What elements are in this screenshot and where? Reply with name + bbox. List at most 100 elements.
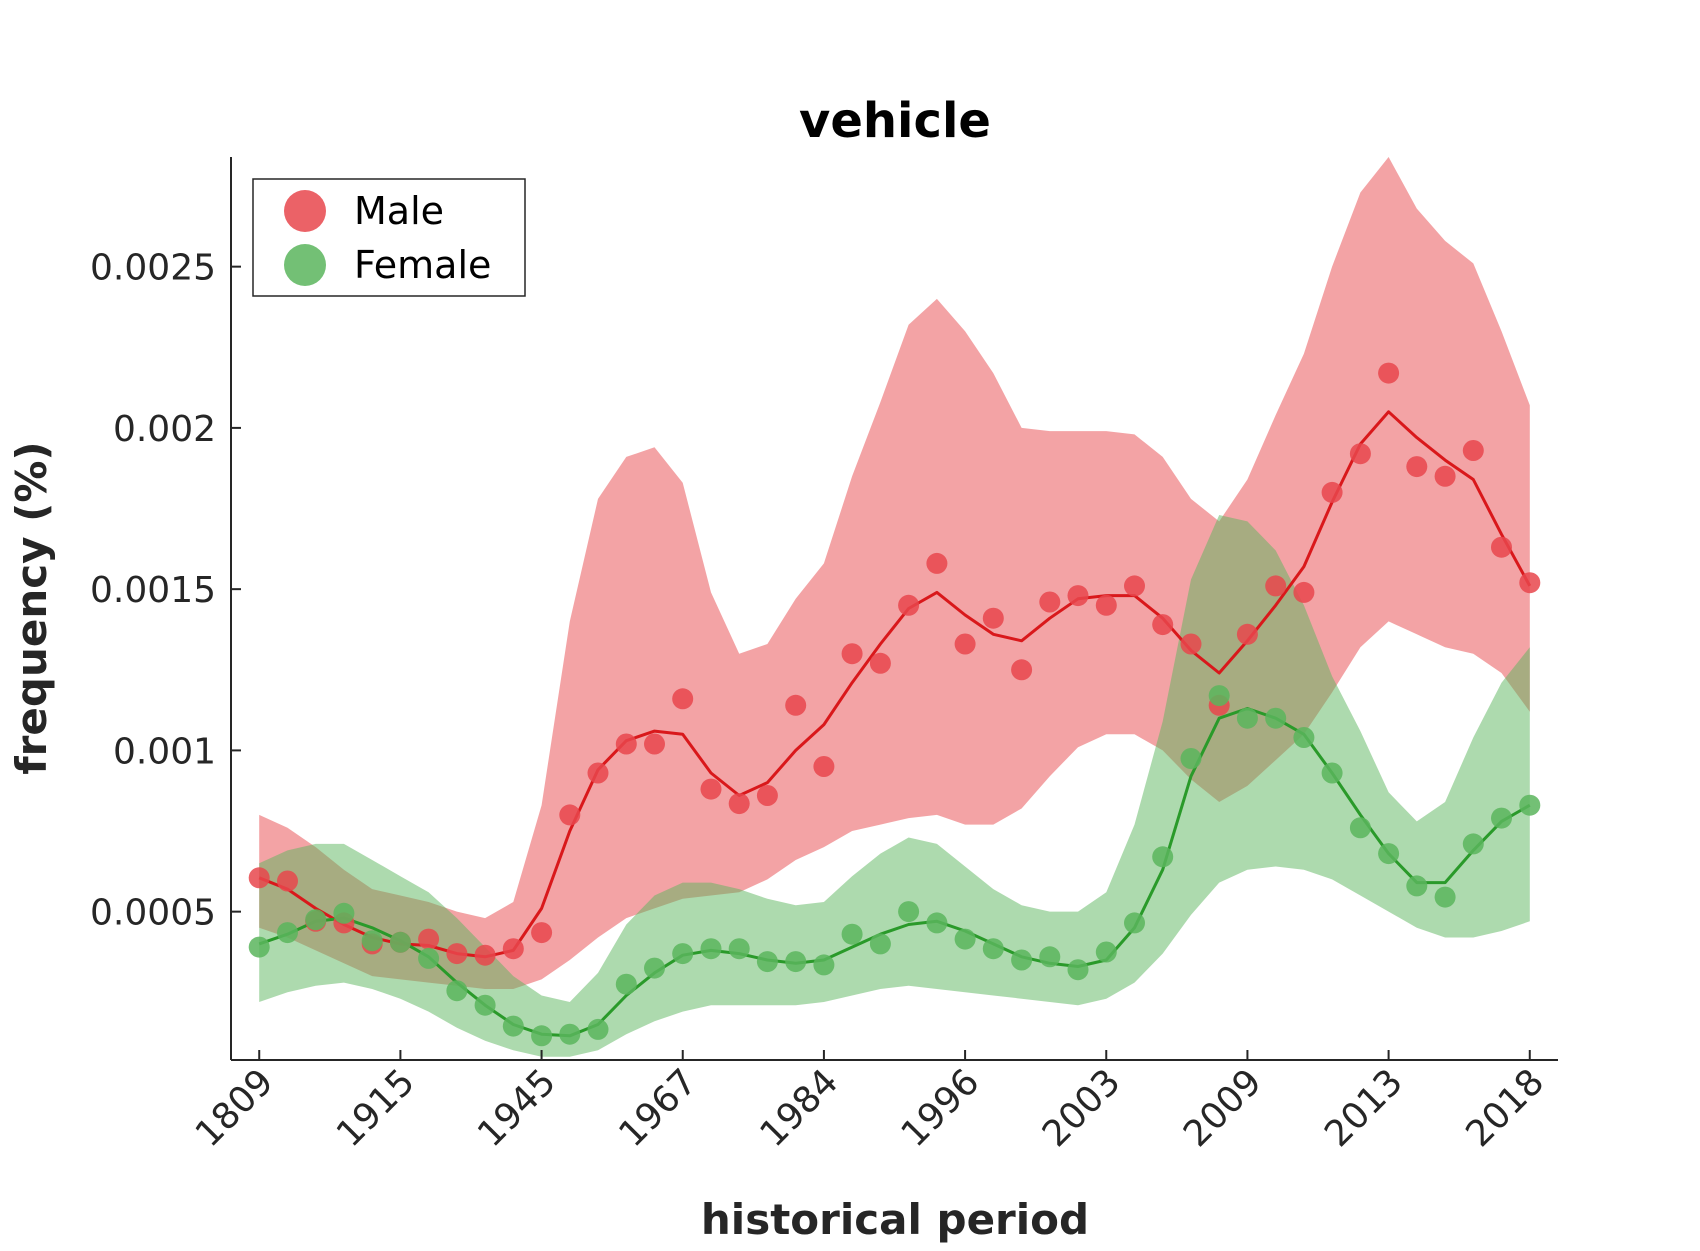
male-point [1265, 575, 1287, 597]
female-point [1208, 685, 1230, 707]
female-point [1491, 807, 1512, 829]
female-point [954, 928, 976, 950]
female-point [1039, 946, 1061, 968]
y-tick-label: 0.0015 [90, 570, 216, 611]
y-tick-label: 0.002 [113, 409, 216, 450]
x-tick-label: 1809 [188, 1061, 282, 1155]
female-point [1095, 941, 1117, 963]
female-point [1124, 912, 1145, 934]
male-point [502, 938, 524, 960]
male-point [813, 756, 835, 777]
female-point [615, 973, 637, 995]
data-points [248, 362, 1541, 1047]
male-point [474, 944, 496, 966]
female-point [389, 931, 411, 953]
male-point [1406, 456, 1428, 478]
male-point [1321, 481, 1343, 503]
male-point [644, 733, 665, 755]
male-point [559, 804, 581, 826]
female-point [1180, 748, 1202, 769]
male-point [1095, 594, 1117, 616]
female-point [446, 980, 468, 1002]
female-point [502, 1015, 524, 1037]
female-point [1434, 886, 1456, 908]
male-point [926, 552, 948, 574]
female-point [418, 947, 440, 969]
female-point [1519, 794, 1541, 816]
y-ticks: 0.0005 0.001 0.0015 0.002 0.0025 [90, 248, 241, 934]
female-point [728, 938, 750, 960]
male-point [1067, 585, 1089, 607]
male-point [1378, 362, 1400, 384]
y-tick-label: 0.0005 [90, 893, 216, 934]
female-point [700, 938, 722, 960]
male-point [615, 733, 637, 755]
male-point [277, 870, 298, 892]
female-point [531, 1025, 553, 1047]
male-point [1293, 581, 1315, 603]
female-point [1462, 833, 1484, 855]
x-tick-label: 2009 [1176, 1061, 1270, 1155]
x-tick-label: 2018 [1458, 1061, 1552, 1155]
y-tick-label: 0.0025 [90, 248, 216, 289]
legend-label-male: Male [354, 189, 444, 233]
male-point [756, 785, 778, 806]
female-point [672, 943, 694, 965]
male-point [1180, 633, 1202, 655]
male-point [954, 633, 976, 655]
female-point [869, 933, 891, 955]
legend-label-female: Female [354, 243, 491, 287]
female-point [1067, 959, 1089, 981]
x-tick-label: 2003 [1035, 1061, 1129, 1155]
male-point [587, 762, 609, 784]
legend-marker-male [284, 190, 326, 232]
female-point [813, 954, 835, 976]
x-axis-label: historical period [701, 1195, 1089, 1244]
y-tick-label: 0.001 [113, 731, 216, 772]
male-point [700, 778, 722, 800]
trend-lines [258, 410, 1532, 1038]
x-tick-label: 1996 [894, 1061, 988, 1155]
male-point [1039, 591, 1061, 613]
x-tick-label: 1984 [752, 1061, 846, 1155]
female-point [1321, 762, 1343, 784]
female-point [305, 909, 327, 931]
male-point [446, 943, 468, 965]
female-point [898, 901, 920, 923]
female-point [982, 938, 1004, 960]
male-point [1491, 536, 1512, 558]
female-point [1152, 846, 1174, 868]
female-point [644, 957, 665, 979]
female-point [587, 1018, 609, 1040]
legend: Male Female [252, 178, 526, 297]
male-point [1434, 465, 1456, 487]
male-point [728, 793, 750, 815]
female-point [361, 930, 383, 952]
x-ticks: 1809 1915 1945 1967 1984 1996 2003 2009 2013 2018 [188, 1050, 1552, 1155]
legend-marker-female [284, 244, 326, 286]
male-trend-line [258, 410, 1532, 959]
confidence-bands [259, 157, 1530, 1057]
female-point [841, 923, 863, 945]
y-axis-label: frequency (%) [7, 441, 56, 774]
male-point [1011, 659, 1033, 681]
x-tick-label: 2013 [1317, 1061, 1411, 1155]
female-point [756, 951, 778, 973]
female-point [1236, 707, 1258, 729]
male-point [841, 643, 863, 665]
female-point [333, 902, 355, 924]
x-tick-label: 1967 [611, 1061, 705, 1155]
female-point [474, 994, 496, 1016]
male-point [898, 594, 920, 616]
female-point [1265, 707, 1287, 729]
axes [230, 157, 1558, 1061]
male-point [672, 688, 694, 710]
male-point [248, 867, 270, 889]
male-point [982, 607, 1004, 629]
male-point [1462, 440, 1484, 461]
male-point [418, 928, 440, 950]
male-point [1349, 443, 1371, 465]
x-tick-label: 1915 [329, 1061, 423, 1155]
